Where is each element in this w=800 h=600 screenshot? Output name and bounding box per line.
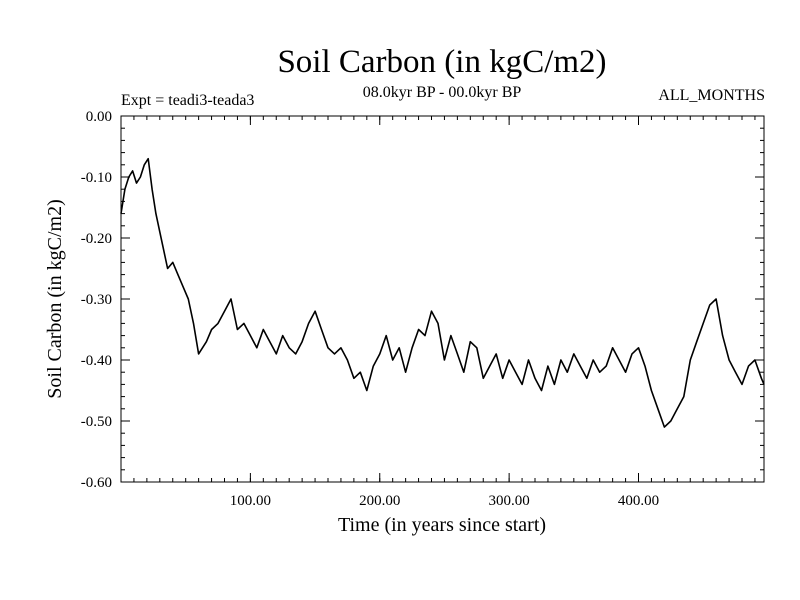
tick-marks	[120, 115, 764, 483]
chart-title: Soil Carbon (in kgC/m2)	[277, 44, 606, 80]
x-tick-label: 400.00	[618, 493, 659, 509]
y-tick-label: -0.20	[81, 231, 112, 247]
y-tick-label: -0.10	[81, 170, 112, 186]
chart-subtitle: 08.0kyr BP - 00.0kyr BP	[363, 84, 522, 101]
x-tick-label: 100.00	[230, 493, 271, 509]
series-line	[120, 157, 765, 428]
series-group	[120, 157, 765, 428]
y-tick-label: -0.30	[81, 292, 112, 308]
y-tick-label: -0.50	[81, 414, 112, 430]
tick-labels: 100.00 200.00 300.00 400.00 0.00 -0.10 -0.20 -0…	[81, 109, 659, 509]
experiment-label: Expt = teadi3-teada3	[121, 92, 254, 109]
months-label: ALL_MONTHS	[658, 87, 765, 104]
x-tick-label: 200.00	[359, 493, 400, 509]
x-axis-label: Time (in years since start)	[338, 514, 546, 536]
y-axis-label: Soil Carbon (in kgC/m2)	[44, 199, 66, 398]
x-tick-label: 300.00	[489, 493, 530, 509]
y-tick-label: -0.40	[81, 353, 112, 369]
y-tick-label: -0.60	[81, 475, 112, 491]
y-tick-label: 0.00	[86, 109, 112, 125]
plot-frame	[120, 115, 765, 483]
